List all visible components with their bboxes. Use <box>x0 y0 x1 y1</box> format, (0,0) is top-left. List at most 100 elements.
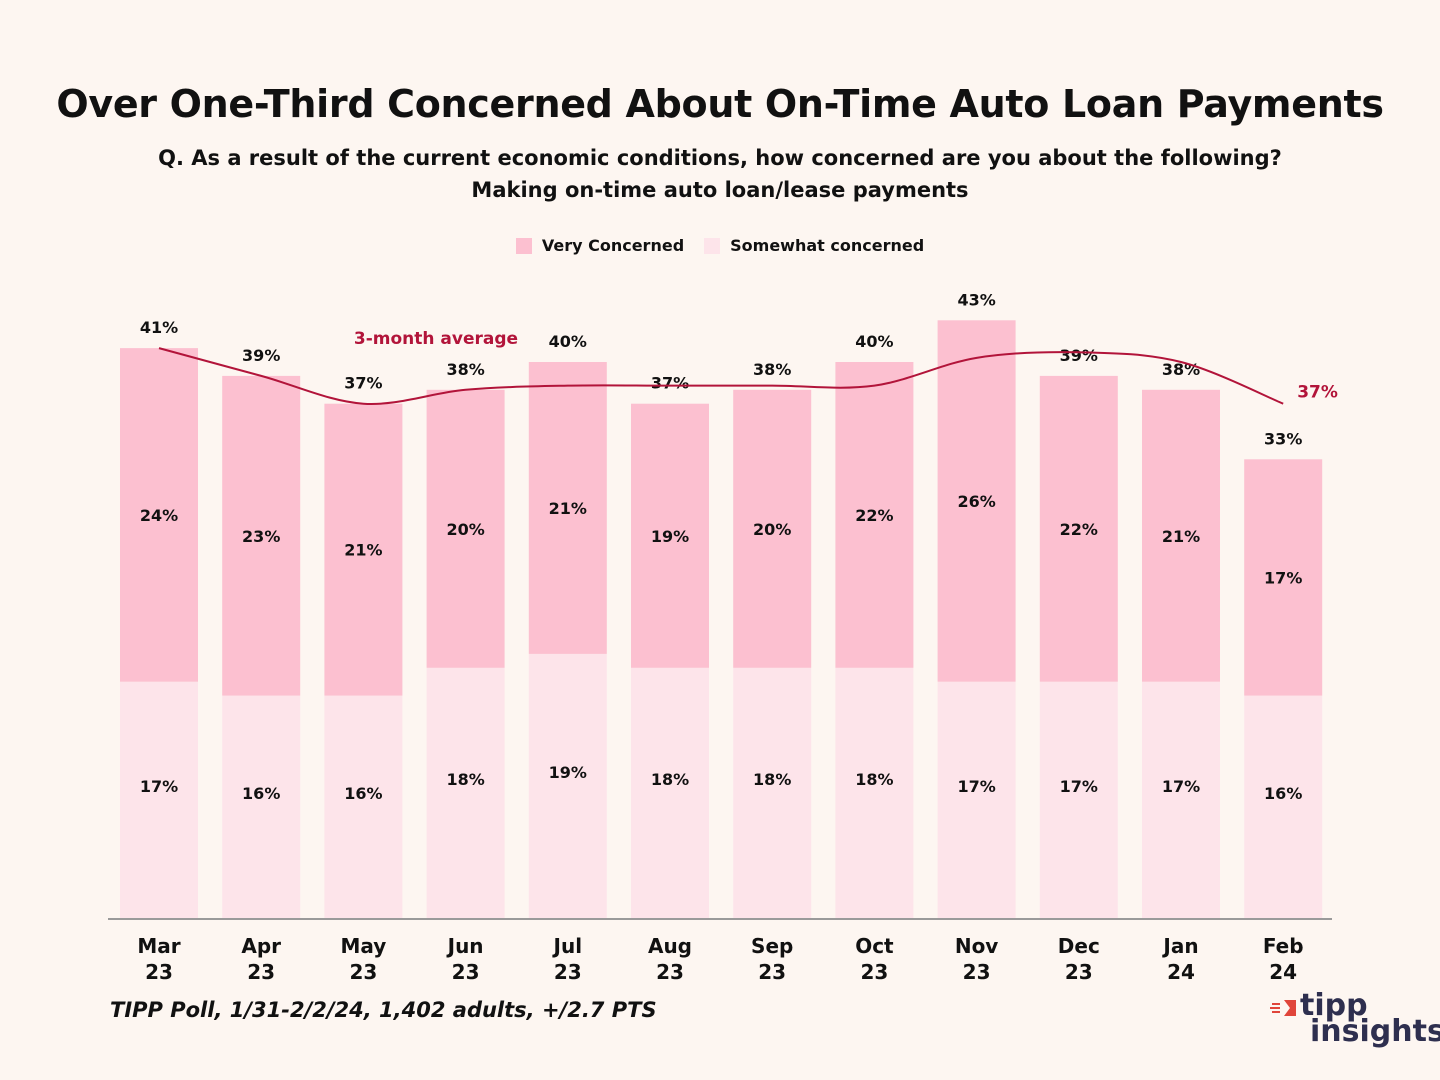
x-tick-month-aug-23: Aug <box>648 934 692 958</box>
label-very-may-23: 21% <box>344 541 382 560</box>
label-very-jan-24: 21% <box>1162 527 1200 546</box>
chart-question-item: Making on-time auto loan/lease payments <box>471 178 969 202</box>
three-month-average-label: 3-month average <box>354 329 518 349</box>
label-very-dec-23: 22% <box>1060 520 1098 539</box>
label-very-aug-23: 19% <box>651 527 689 546</box>
bar-very-mar-23 <box>120 348 198 682</box>
logo-text-tipp: tipp <box>1300 988 1368 1023</box>
legend: Very Concerned Somewhat concerned <box>0 236 1440 255</box>
label-total-may-23: 37% <box>344 374 382 393</box>
x-tick-month-jul-23: Jul <box>552 934 583 958</box>
bar-somewhat-jun-23 <box>426 667 505 918</box>
legend-item-very-concerned: Very Concerned <box>515 236 685 255</box>
label-somewhat-aug-23: 18% <box>651 770 689 789</box>
bar-very-oct-23 <box>835 362 914 668</box>
logo-mark-icon <box>1270 1000 1296 1016</box>
x-tick-year-jan-24: 24 <box>1167 960 1195 984</box>
bar-somewhat-aug-23 <box>631 667 709 918</box>
three-month-average-line <box>158 347 1284 405</box>
bar-very-aug-23 <box>631 403 709 668</box>
label-total-sep-23: 38% <box>753 360 791 379</box>
bar-somewhat-jan-24 <box>1142 681 1220 918</box>
label-somewhat-may-23: 16% <box>344 784 382 803</box>
x-tick-month-jan-24: Jan <box>1161 934 1198 958</box>
label-very-mar-23: 24% <box>140 506 178 525</box>
logo-text-insights: insights <box>1310 1014 1440 1049</box>
bar-very-nov-23 <box>937 320 1016 682</box>
label-total-oct-23: 40% <box>855 332 893 351</box>
label-very-jun-23: 20% <box>446 520 484 539</box>
x-tick-year-may-23: 23 <box>349 960 377 984</box>
bar-somewhat-oct-23 <box>835 667 914 918</box>
x-tick-year-jun-23: 23 <box>452 960 480 984</box>
label-total-jul-23: 40% <box>549 332 587 351</box>
chart-title: Over One-Third Concerned About On-Time A… <box>56 82 1384 126</box>
source-note: TIPP Poll, 1/31-2/2/24, 1,402 adults, +/… <box>110 998 657 1022</box>
legend-label-very-concerned: Very Concerned <box>541 236 685 255</box>
label-somewhat-jul-23: 19% <box>549 763 587 782</box>
x-tick-month-sep-23: Sep <box>751 934 793 958</box>
label-total-dec-23: 39% <box>1060 346 1098 365</box>
bar-very-sep-23 <box>733 389 812 668</box>
label-total-aug-23: 37% <box>651 374 689 393</box>
x-tick-month-jun-23: Jun <box>446 934 484 958</box>
legend-swatch-somewhat-concerned <box>704 237 721 254</box>
legend-item-somewhat-concerned: Somewhat concerned <box>704 236 924 255</box>
label-very-apr-23: 23% <box>242 527 280 546</box>
x-tick-month-may-23: May <box>340 934 386 958</box>
x-tick-year-apr-23: 23 <box>247 960 275 984</box>
legend-label-somewhat-concerned: Somewhat concerned <box>730 236 925 255</box>
x-tick-year-oct-23: 23 <box>860 960 888 984</box>
x-tick-month-apr-23: Apr <box>241 934 281 958</box>
label-very-feb-24: 17% <box>1264 568 1302 587</box>
bar-somewhat-dec-23 <box>1039 681 1118 918</box>
label-somewhat-feb-24: 16% <box>1264 784 1302 803</box>
x-tick-month-dec-23: Dec <box>1058 934 1100 958</box>
bar-somewhat-feb-24 <box>1244 695 1323 918</box>
chart-question: Q. As a result of the current economic c… <box>158 146 1282 170</box>
tipp-insights-logo: tipp insights <box>1268 988 1440 1049</box>
label-very-oct-23: 22% <box>855 506 893 525</box>
label-total-feb-24: 33% <box>1264 429 1302 448</box>
bar-very-jan-24 <box>1142 389 1220 682</box>
label-somewhat-nov-23: 17% <box>957 777 995 796</box>
label-somewhat-oct-23: 18% <box>855 770 893 789</box>
label-somewhat-dec-23: 17% <box>1060 777 1098 796</box>
x-tick-month-nov-23: Nov <box>955 934 999 958</box>
legend-swatch-very-concerned <box>515 237 532 254</box>
x-tick-month-mar-23: Mar <box>137 934 180 958</box>
x-tick-month-feb-24: Feb <box>1263 934 1304 958</box>
bar-very-apr-23 <box>222 375 301 696</box>
label-very-sep-23: 20% <box>753 520 791 539</box>
label-total-apr-23: 39% <box>242 346 280 365</box>
bar-somewhat-jul-23 <box>528 653 607 918</box>
x-tick-year-aug-23: 23 <box>656 960 684 984</box>
x-tick-year-jul-23: 23 <box>554 960 582 984</box>
label-somewhat-sep-23: 18% <box>753 770 791 789</box>
bar-very-dec-23 <box>1039 375 1118 682</box>
label-somewhat-apr-23: 16% <box>242 784 280 803</box>
x-tick-year-mar-23: 23 <box>145 960 173 984</box>
stacked-bar-chart: 17%24%41%Mar2316%23%39%Apr2316%21%37%May… <box>108 290 1338 984</box>
label-somewhat-mar-23: 17% <box>140 777 178 796</box>
bar-very-feb-24 <box>1244 459 1323 696</box>
x-tick-year-nov-23: 23 <box>963 960 991 984</box>
label-very-nov-23: 26% <box>957 492 995 511</box>
bar-somewhat-apr-23 <box>222 695 301 918</box>
bar-somewhat-nov-23 <box>937 681 1016 918</box>
label-somewhat-jun-23: 18% <box>446 770 484 789</box>
label-total-nov-23: 43% <box>957 290 995 309</box>
three-month-average-end-label: 37% <box>1297 383 1338 403</box>
label-very-jul-23: 21% <box>549 499 587 518</box>
bar-somewhat-sep-23 <box>733 667 812 918</box>
bar-very-jul-23 <box>528 362 607 654</box>
bar-somewhat-may-23 <box>324 695 403 918</box>
bar-very-jun-23 <box>426 389 505 668</box>
x-tick-year-feb-24: 24 <box>1269 960 1297 984</box>
label-total-jun-23: 38% <box>446 360 484 379</box>
bar-very-may-23 <box>324 403 403 696</box>
label-total-mar-23: 41% <box>140 318 178 337</box>
x-tick-year-dec-23: 23 <box>1065 960 1093 984</box>
x-tick-month-oct-23: Oct <box>855 934 894 958</box>
x-tick-year-sep-23: 23 <box>758 960 786 984</box>
